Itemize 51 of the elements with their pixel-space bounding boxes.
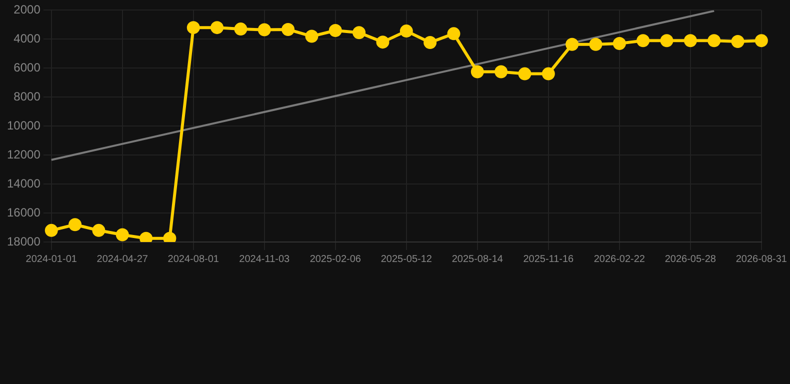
point (636, 34, 650, 48)
y-tick-label: 14000 (6, 176, 41, 190)
point (328, 24, 342, 37)
y-tick-label: 10000 (6, 118, 41, 132)
point (494, 65, 508, 78)
point (684, 34, 697, 48)
point (660, 34, 674, 48)
y-tick-label: 18000 (6, 234, 41, 248)
point (376, 36, 390, 49)
point (754, 34, 768, 48)
point (400, 24, 413, 38)
point (68, 218, 82, 232)
y-tick-label: 8000 (14, 89, 41, 104)
y-tick-label: 16000 (6, 205, 41, 220)
point (470, 65, 484, 78)
x-tick-label: 2024-11-03 (239, 254, 290, 265)
point (708, 34, 721, 48)
y-tick-label: 4000 (14, 31, 41, 46)
x-tick-label: 2026-02-22 (594, 254, 646, 265)
point (140, 232, 153, 242)
point (352, 26, 366, 40)
y-tick-label: 2000 (14, 2, 41, 17)
point (542, 67, 555, 80)
x-tick-label: 2025-11-16 (523, 254, 574, 265)
x-tick-label: 2024-08-01 (168, 254, 220, 265)
x-tick-label: 2025-08-14 (452, 254, 504, 265)
point (731, 34, 744, 48)
point (234, 22, 248, 36)
y-tick-label: 12000 (6, 147, 41, 162)
point (566, 38, 579, 51)
point (44, 224, 58, 237)
point (92, 224, 106, 237)
x-tick-label: 2024-04-27 (96, 254, 148, 265)
y-tick-label: 6000 (14, 60, 41, 74)
point (424, 36, 437, 50)
x-tick-label: 2026-08-31 (736, 254, 788, 265)
point (447, 27, 460, 40)
point (612, 37, 626, 50)
point (518, 67, 532, 80)
point (589, 38, 602, 51)
x-tick-label: 2026-05-28 (664, 254, 716, 265)
point (210, 21, 224, 34)
point (258, 23, 271, 36)
x-tick-label: 2024-01-01 (26, 254, 78, 265)
point (282, 22, 295, 36)
x-tick-label: 2025-02-06 (310, 254, 362, 265)
point (163, 232, 176, 242)
x-tick-label: 2025-05-12 (380, 254, 432, 265)
point (305, 30, 318, 43)
point (116, 228, 129, 242)
point (186, 21, 200, 34)
